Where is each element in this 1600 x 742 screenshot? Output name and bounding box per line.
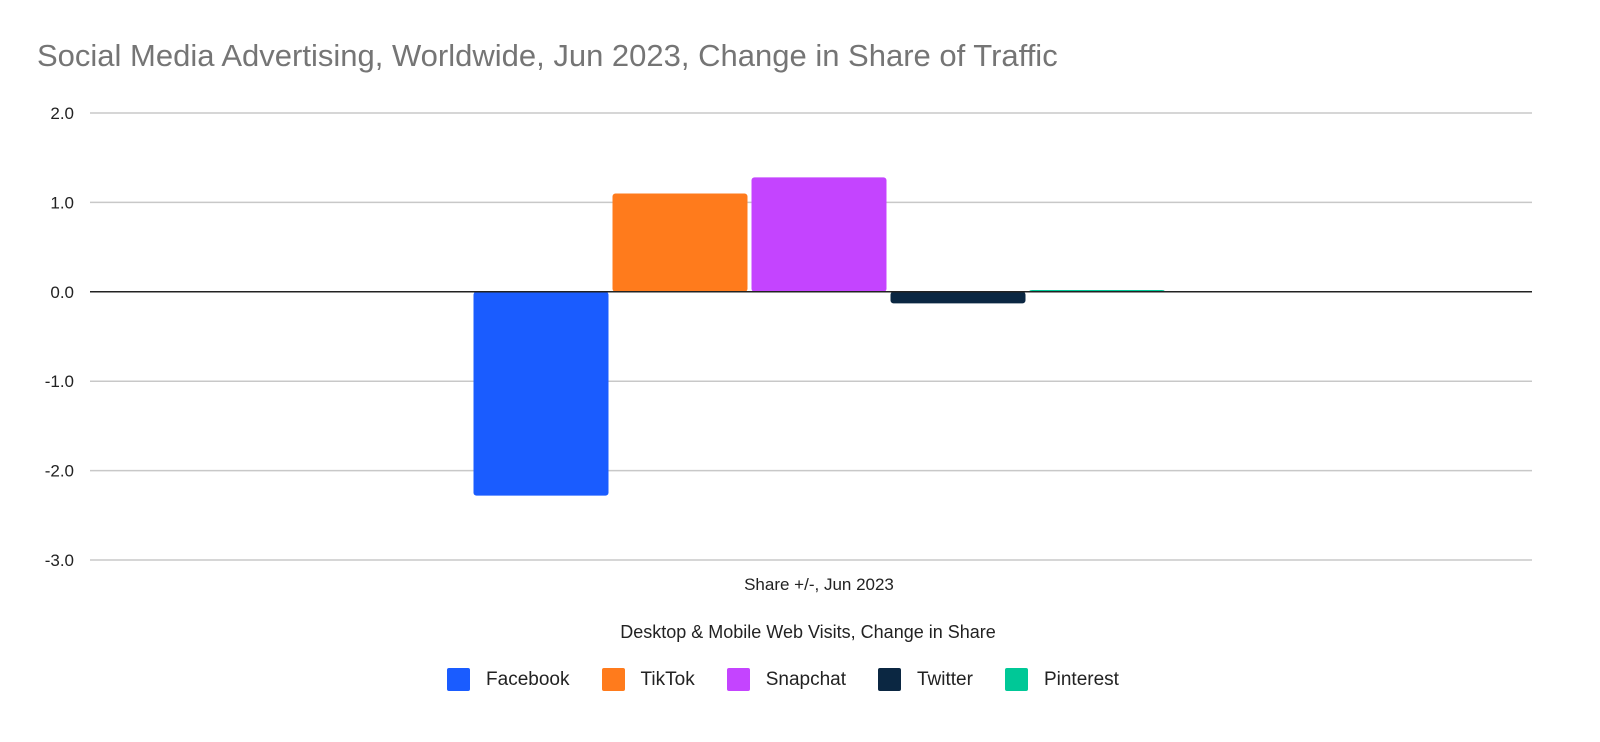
bar-twitter [890, 291, 1026, 304]
legend-item: Pinterest [1004, 668, 1119, 691]
chart-title: Social Media Advertising, Worldwide, Jun… [37, 38, 1058, 73]
y-tick-label: -3.0 [45, 551, 74, 570]
bar-facebook [473, 291, 609, 496]
legend-item: Snapchat [726, 668, 846, 691]
legend-swatch [601, 668, 625, 691]
legend-item: Facebook [447, 668, 570, 691]
y-tick-label: -2.0 [45, 462, 74, 481]
legend-swatch [1004, 668, 1028, 691]
y-tick-label: -1.0 [45, 372, 74, 391]
legend-label: Snapchat [765, 668, 846, 690]
y-tick-label: 0.0 [50, 283, 74, 302]
y-tick-label: 2.0 [50, 104, 74, 123]
legend-label: Twitter [917, 668, 973, 690]
legend-item: TikTok [601, 668, 695, 691]
legend-item: Twitter [878, 668, 973, 691]
legend-label: Facebook [486, 668, 570, 690]
legend-swatch [878, 668, 901, 691]
y-tick-label: 1.0 [50, 193, 74, 212]
bar-tiktok [612, 193, 748, 292]
legend: Facebook TikTok Snapchat Twitter Pinterest [0, 668, 1566, 691]
legend-swatch [726, 668, 750, 691]
legend-label: Pinterest [1043, 668, 1119, 690]
legend-swatch [447, 668, 471, 691]
legend-label: TikTok [640, 668, 695, 690]
legend-title: Desktop & Mobile Web Visits, Change in S… [620, 622, 996, 642]
x-category-label: Share +/-, Jun 2023 [744, 575, 894, 594]
bar-snapchat [751, 177, 887, 292]
